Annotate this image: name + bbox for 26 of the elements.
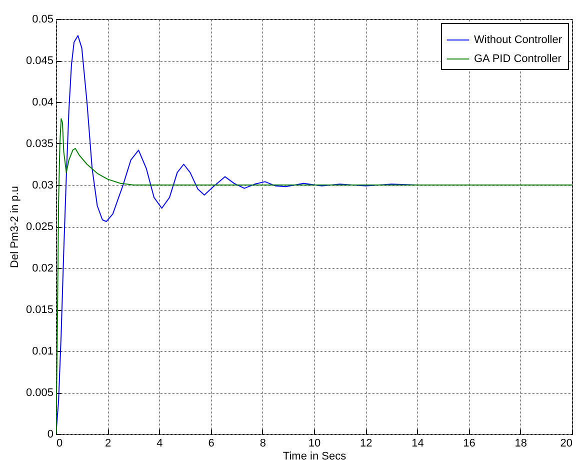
x-tick-label: 20 [560, 438, 572, 450]
x-tick-label: 16 [463, 438, 476, 450]
x-tick-label: 8 [260, 438, 266, 450]
x-tick-label: 2 [105, 438, 112, 450]
y-tick-label: 0.05 [32, 14, 54, 26]
x-tick-label: 0 [56, 438, 63, 450]
legend-label: Without Controller [474, 34, 562, 46]
y-tick-label: 0.015 [26, 304, 54, 316]
x-tick-label: 4 [156, 438, 163, 450]
y-tick-label: 0.045 [26, 55, 54, 67]
y-tick-label: 0.005 [26, 387, 54, 399]
y-tick-label: 0.025 [26, 221, 54, 233]
x-tick-label: 12 [360, 438, 372, 450]
y-tick-label: 0.01 [32, 346, 54, 358]
x-tick-label: 18 [514, 438, 528, 450]
y-tick-label: 0.035 [26, 138, 54, 150]
x-tick-label: 6 [208, 438, 214, 450]
y-tick-label: 0.04 [32, 96, 54, 108]
legend-label: GA PID Controller [474, 53, 562, 65]
y-tick-label: 0 [47, 428, 54, 440]
x-axis-title: Time in Secs [282, 450, 347, 462]
y-axis-title: Del Pm3-2 in p.u [8, 186, 21, 268]
y-tick-label: 0.03 [32, 180, 54, 192]
y-tick-label: 0.02 [32, 262, 54, 274]
x-tick-label: 14 [412, 438, 424, 450]
x-tick-label: 10 [308, 438, 321, 450]
